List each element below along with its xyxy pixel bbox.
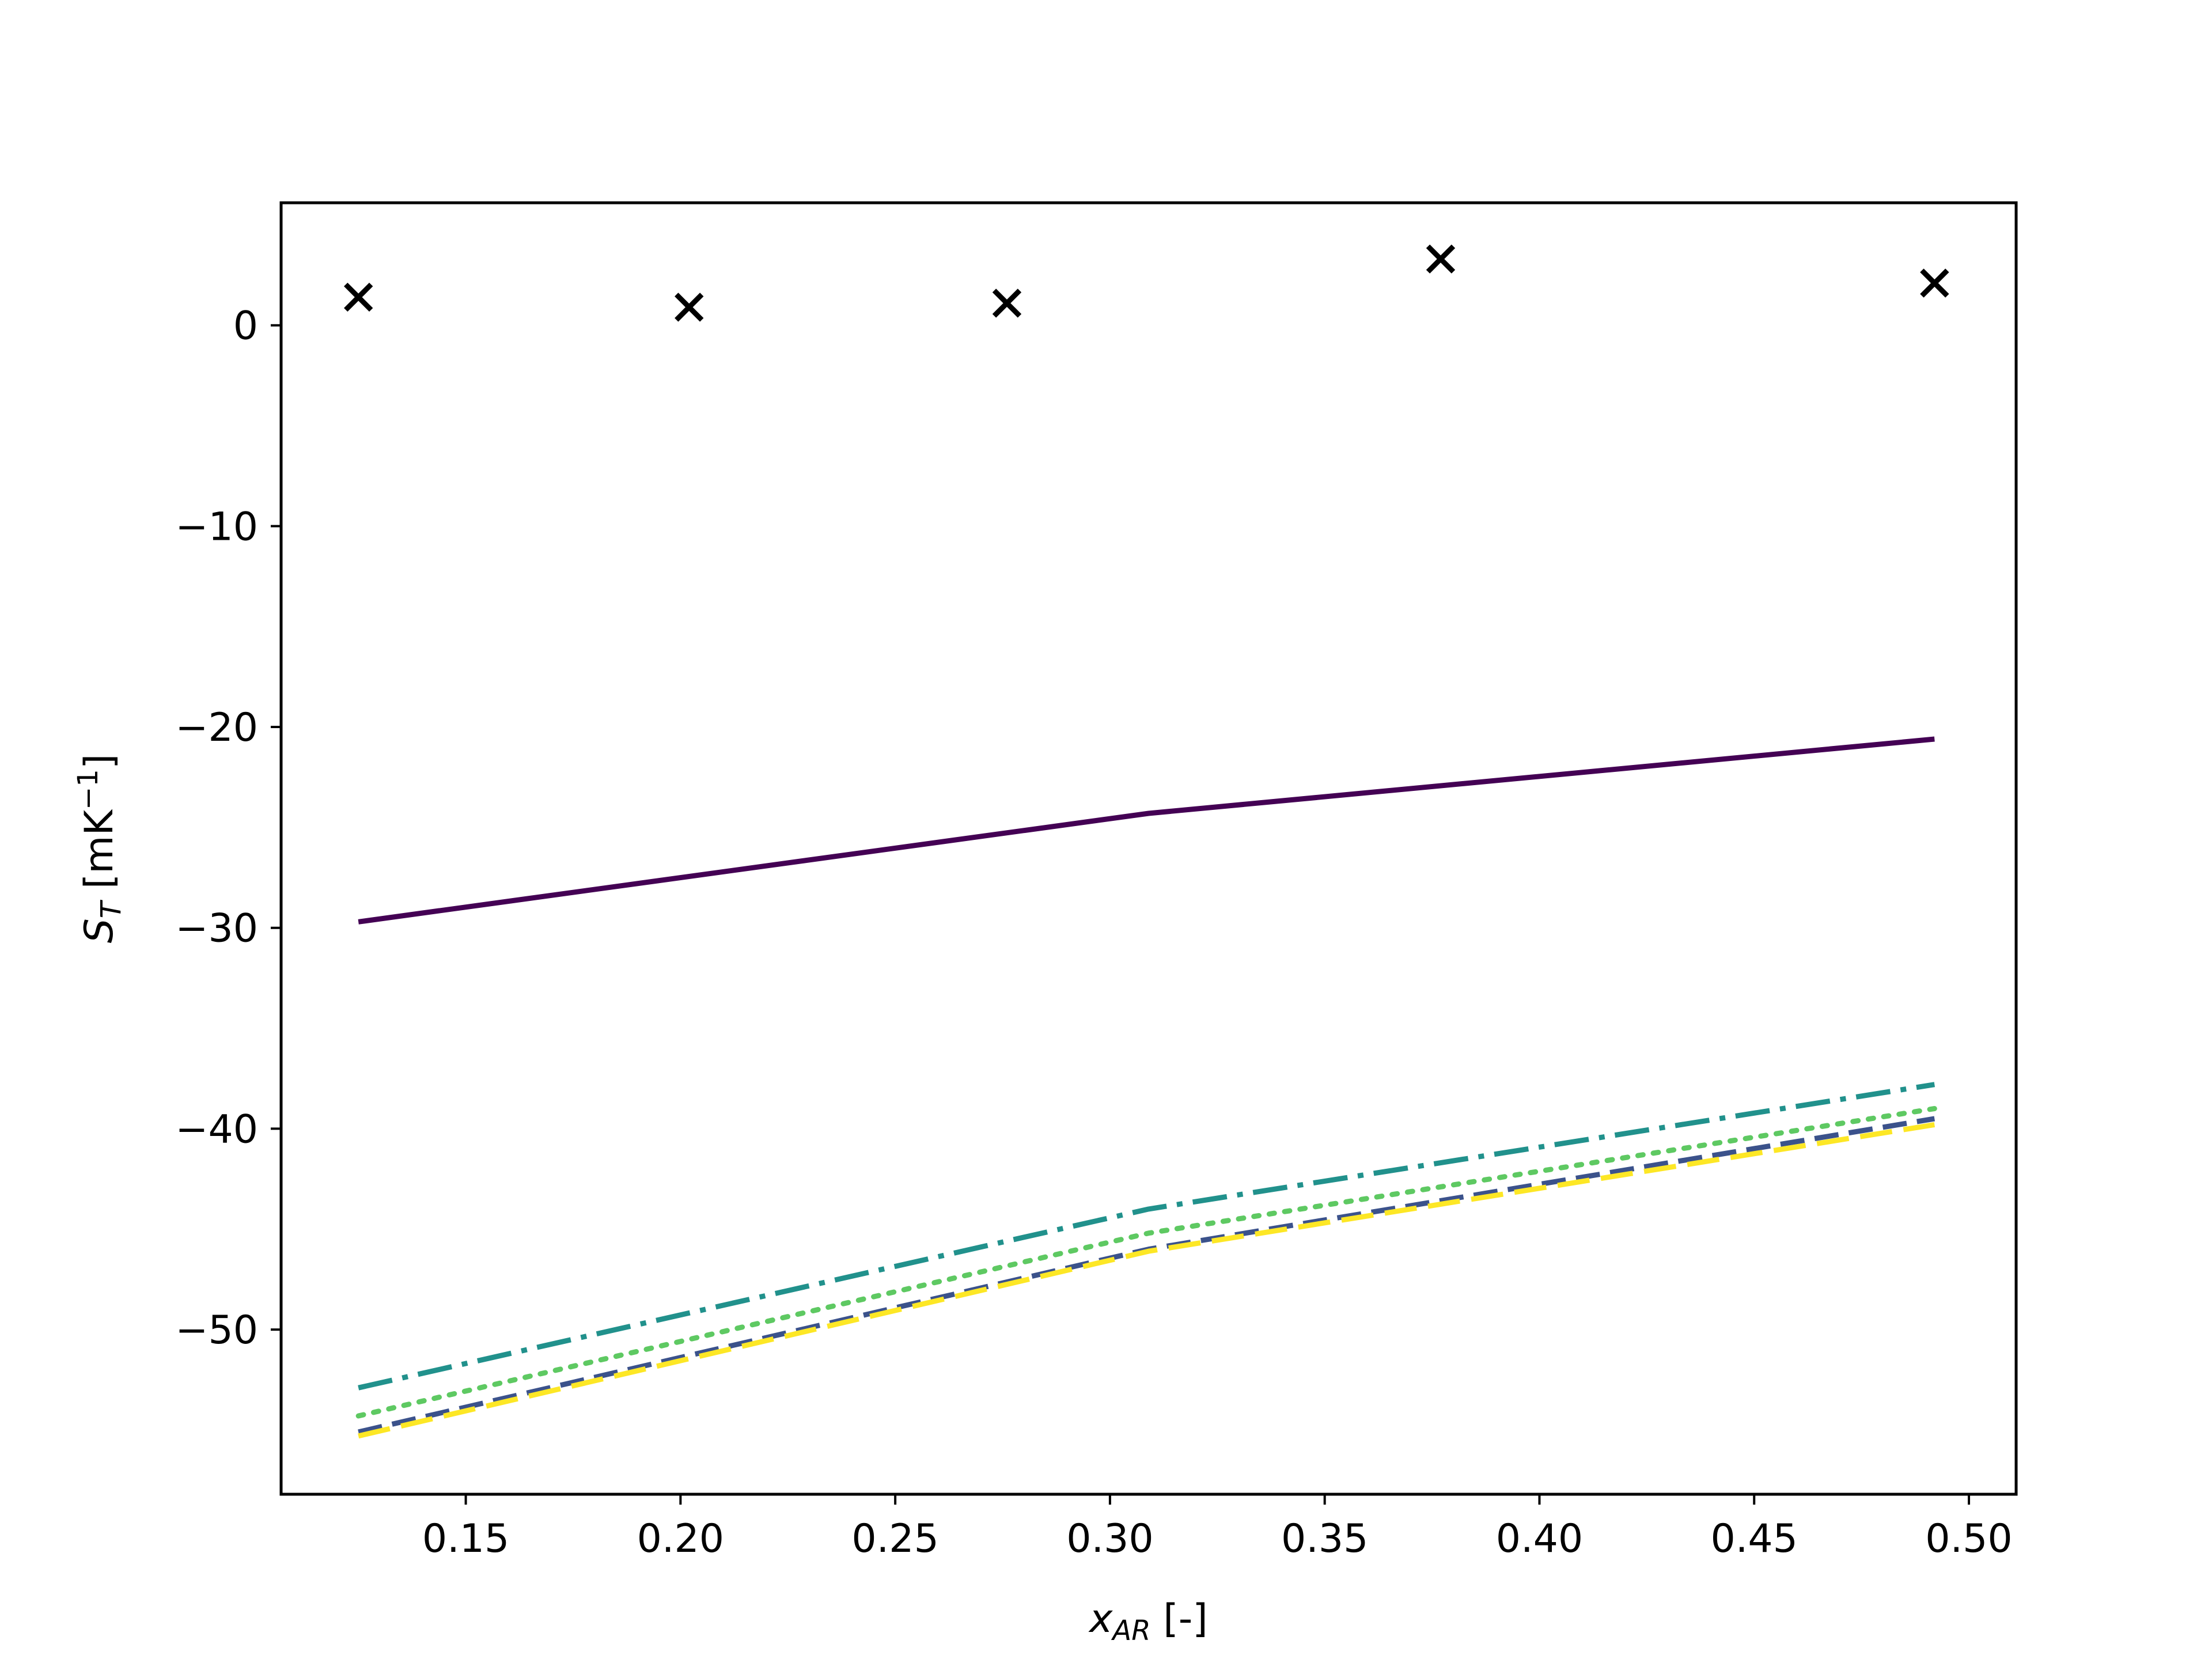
y-tick-label: −10 xyxy=(175,504,258,550)
axes-frame xyxy=(279,201,2018,1496)
y-tick-label: −20 xyxy=(175,705,258,751)
series-line-0 xyxy=(358,736,1935,925)
x-tick-label: 0.20 xyxy=(637,1516,724,1562)
x-axis: 0.15 0.20 0.25 0.30 0.35 0.40 0.45 0.50 xyxy=(422,1494,2013,1562)
series-line-3 xyxy=(355,1106,1937,1419)
x-tick-label: 0.35 xyxy=(1281,1516,1368,1562)
y-tick-label: −50 xyxy=(175,1308,258,1353)
x-axis-label: xAR [-] xyxy=(1088,1596,1208,1647)
scatter-point xyxy=(1426,244,1456,274)
x-tick-label: 0.25 xyxy=(851,1516,938,1562)
x-tick-label: 0.15 xyxy=(422,1516,509,1562)
y-tick-label: −40 xyxy=(175,1107,258,1152)
y-axis-label: ST [mK−1] xyxy=(72,754,127,944)
x-tick-label: 0.50 xyxy=(1925,1516,2012,1562)
scatter-point xyxy=(992,289,1022,318)
scatter-point xyxy=(675,293,704,322)
y-tick-label: 0 xyxy=(233,304,258,349)
y-tick-label: −30 xyxy=(175,906,258,952)
x-tick-label: 0.30 xyxy=(1066,1516,1153,1562)
series-line-2 xyxy=(358,1082,1936,1391)
y-axis: 0 −10 −20 −30 −40 −50 xyxy=(175,304,281,1353)
scatter-point xyxy=(344,282,373,312)
scatter-point xyxy=(1920,268,1949,298)
x-tick-label: 0.45 xyxy=(1711,1516,1798,1562)
series-line-4 xyxy=(358,1122,1936,1439)
x-tick-label: 0.40 xyxy=(1496,1516,1583,1562)
plot-area xyxy=(344,244,1949,1439)
